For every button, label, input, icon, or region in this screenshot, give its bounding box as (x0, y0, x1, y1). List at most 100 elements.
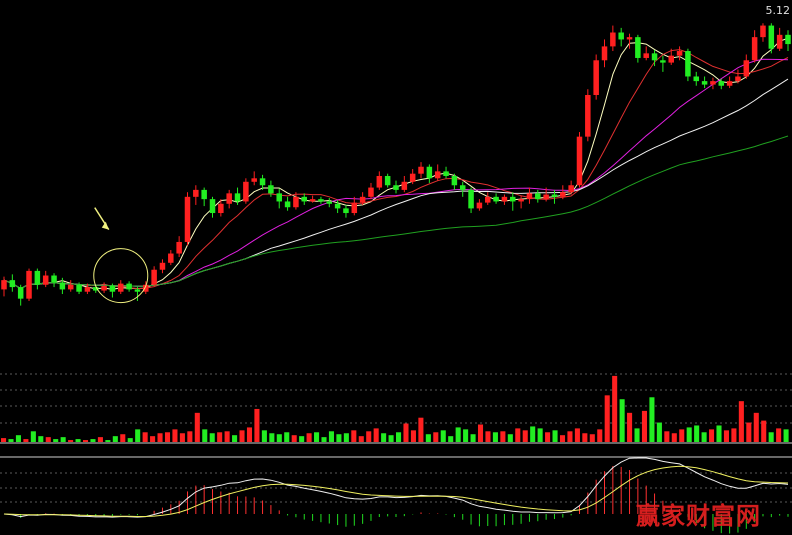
ma20-line (3, 58, 789, 290)
candle-up (193, 189, 199, 197)
volume-bar (574, 428, 580, 442)
candle-up (760, 25, 766, 38)
volume-bar (641, 410, 648, 442)
volume-bar (246, 427, 253, 442)
candle-down (51, 275, 57, 283)
candle-up (251, 178, 257, 182)
candle-up (401, 181, 408, 190)
candle-up (26, 270, 32, 299)
volume-bar (8, 439, 14, 442)
volume-bar (537, 428, 543, 442)
candle-up (643, 53, 649, 58)
volume-bar (90, 439, 96, 442)
candle-up (226, 193, 232, 204)
candle-up (101, 285, 107, 291)
candle-up (518, 199, 524, 202)
candle-up (585, 95, 591, 137)
candle-down (510, 196, 516, 202)
volume-panel (1, 375, 789, 442)
volume-bar (53, 439, 59, 442)
volume-bar (738, 401, 744, 442)
volume-bar (187, 431, 193, 442)
volume-bar (492, 432, 498, 442)
volume-bar (403, 423, 409, 442)
volume-bar (112, 436, 118, 442)
candle-up (601, 46, 608, 61)
volume-bar (448, 436, 454, 442)
volume-bar (418, 417, 424, 442)
volume-bar (776, 428, 782, 442)
volume-bar (746, 422, 752, 442)
candle-down (693, 76, 700, 82)
candle-up (776, 34, 783, 49)
candle-down (426, 166, 433, 179)
candle-down (660, 60, 666, 63)
volume-bar (343, 433, 349, 442)
candle-up (626, 37, 633, 40)
volume-bar (179, 433, 185, 442)
candle-up (218, 203, 224, 214)
volume-bar (694, 425, 700, 442)
volume-bar (433, 432, 439, 442)
volume-bar (314, 432, 320, 442)
volume-bar (485, 431, 491, 442)
candle-up (751, 37, 758, 61)
max-price-label: 5.12 (765, 4, 791, 17)
volume-bar (530, 426, 536, 442)
volume-bar (276, 434, 282, 442)
volume-bar (164, 432, 171, 442)
candle-down (393, 185, 399, 190)
volume-bar (358, 436, 364, 442)
candle-up (434, 171, 441, 179)
candle-up (243, 181, 249, 202)
volume-bar (30, 431, 36, 442)
candle-up (293, 196, 299, 208)
candle-up (409, 173, 416, 182)
candle-down (209, 199, 216, 214)
candle-down (334, 203, 341, 209)
candle-up (743, 60, 750, 77)
volume-bar (351, 430, 357, 442)
macd-panel (3, 457, 789, 534)
volume-bar (388, 435, 394, 442)
candle-up (726, 81, 733, 86)
candle-up (560, 192, 566, 197)
candle-down (59, 282, 66, 290)
candle-up (84, 287, 91, 292)
candle-up (118, 283, 124, 292)
volume-bar (15, 435, 21, 442)
candle-up (368, 187, 374, 197)
candle-up (610, 32, 616, 47)
volume-bar (507, 434, 513, 442)
volume-bar (328, 431, 334, 442)
candle-up (676, 51, 683, 56)
candle-down (92, 287, 99, 291)
annotation (93, 207, 149, 304)
volume-bar (239, 430, 245, 442)
volume-bar (120, 434, 126, 442)
candle-down (701, 81, 708, 85)
candle-down (284, 201, 291, 208)
candle-up (576, 136, 583, 186)
candle-up (184, 196, 191, 242)
candle-up (359, 196, 366, 203)
volume-bar (284, 432, 290, 442)
volume-bar (232, 435, 238, 442)
candle-up (476, 202, 483, 209)
candle-down (384, 176, 391, 186)
arrow-head (101, 221, 109, 230)
candle-up (735, 76, 741, 82)
candle-down (343, 208, 349, 214)
candle-up (143, 284, 149, 292)
volume-bar (142, 432, 148, 442)
candle-up (159, 262, 166, 270)
volume-bar (522, 430, 528, 442)
volume-bar (217, 432, 223, 442)
ma5-line (3, 37, 789, 290)
volume-bar (336, 434, 342, 442)
volume-bar (172, 429, 178, 442)
watermark-logo: 赢家财富网 (636, 501, 761, 530)
candle-down (326, 201, 333, 204)
moving-average-lines (3, 37, 789, 290)
